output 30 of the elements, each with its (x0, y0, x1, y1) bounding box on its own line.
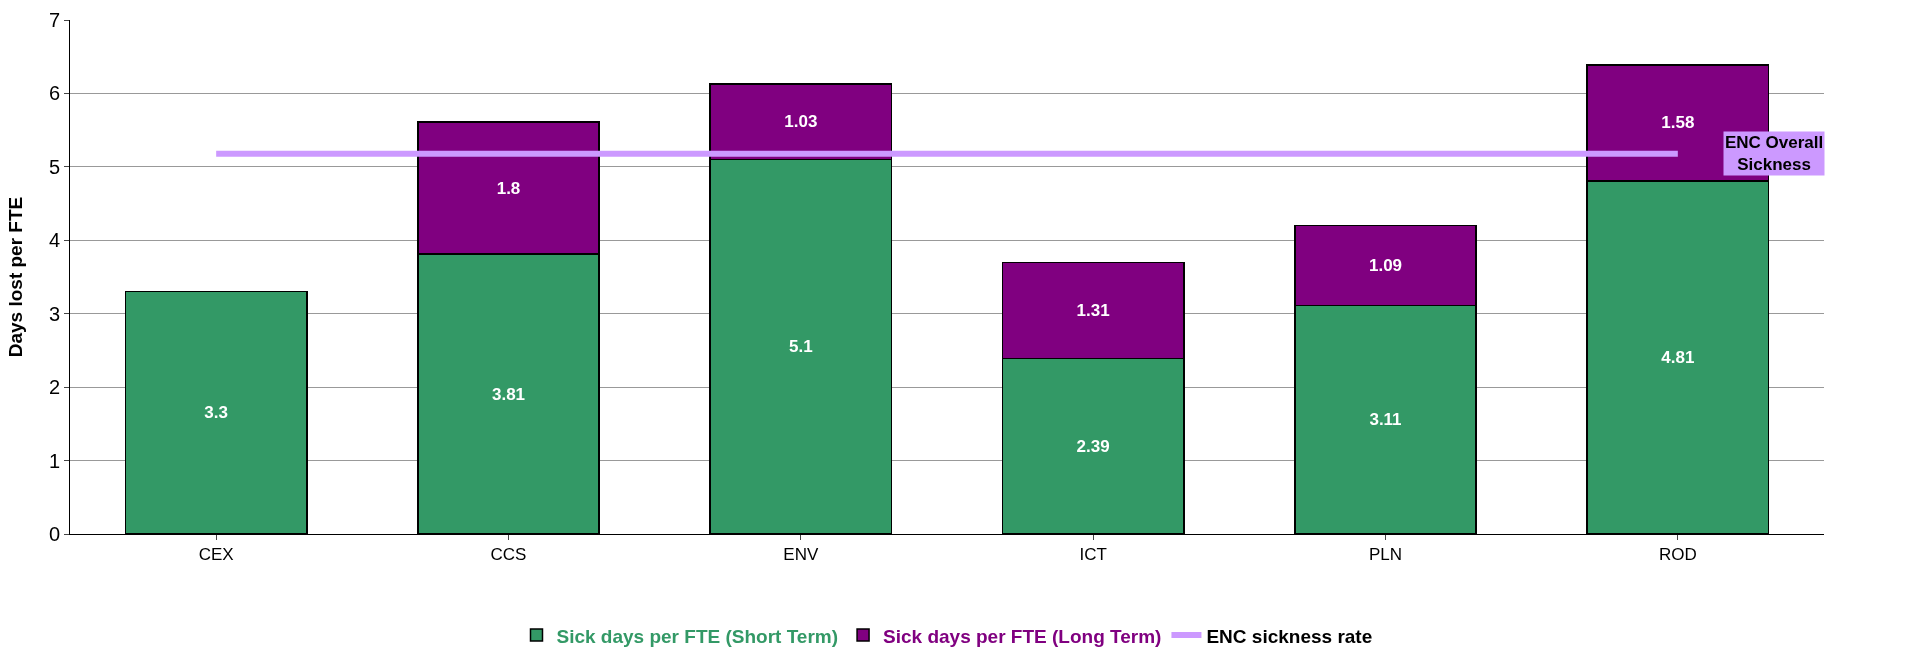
x-tick-label: PLN (1368, 545, 1403, 565)
legend-label: Sick days per FTE (Short Term) (556, 625, 839, 647)
x-tick-label: ENV (783, 545, 819, 565)
y-tick-label: 7 (48, 9, 60, 31)
y-axis-title: Days lost per FTE (5, 196, 26, 358)
data-label: 1.8 (496, 178, 521, 198)
data-label: 4.81 (1661, 347, 1695, 367)
y-tick-label: 6 (48, 82, 60, 105)
data-label: 1.03 (784, 112, 818, 132)
annotation: ENC Overall Sickness (1725, 133, 1824, 175)
x-tick-label: CCS (490, 545, 527, 565)
y-tick-label: 5 (48, 155, 60, 178)
data-label: 5.1 (789, 337, 813, 357)
data-label: 3.3 (204, 403, 228, 423)
data-label: 1.09 (1368, 256, 1403, 276)
y-tick-label: 1 (48, 449, 60, 472)
data-label: 1.31 (1076, 300, 1110, 320)
y-tick-label: 0 (48, 523, 60, 545)
legend-label: Sick days per FTE (Long Term) (883, 625, 1162, 647)
y-tick-label: 3 (48, 302, 60, 325)
x-tick-label: ROD (1658, 545, 1697, 565)
x-tick-label: ICT (1079, 545, 1107, 565)
data-label: 1.58 (1661, 113, 1695, 133)
y-tick-label: 4 (48, 229, 60, 252)
y-tick-label: 2 (48, 376, 60, 399)
data-label: 3.11 (1369, 410, 1402, 430)
data-label: 2.39 (1076, 436, 1110, 456)
data-label: 3.81 (491, 384, 526, 404)
x-tick-label: CEX (198, 545, 234, 565)
legend-label: ENC sickness rate (1206, 625, 1373, 647)
